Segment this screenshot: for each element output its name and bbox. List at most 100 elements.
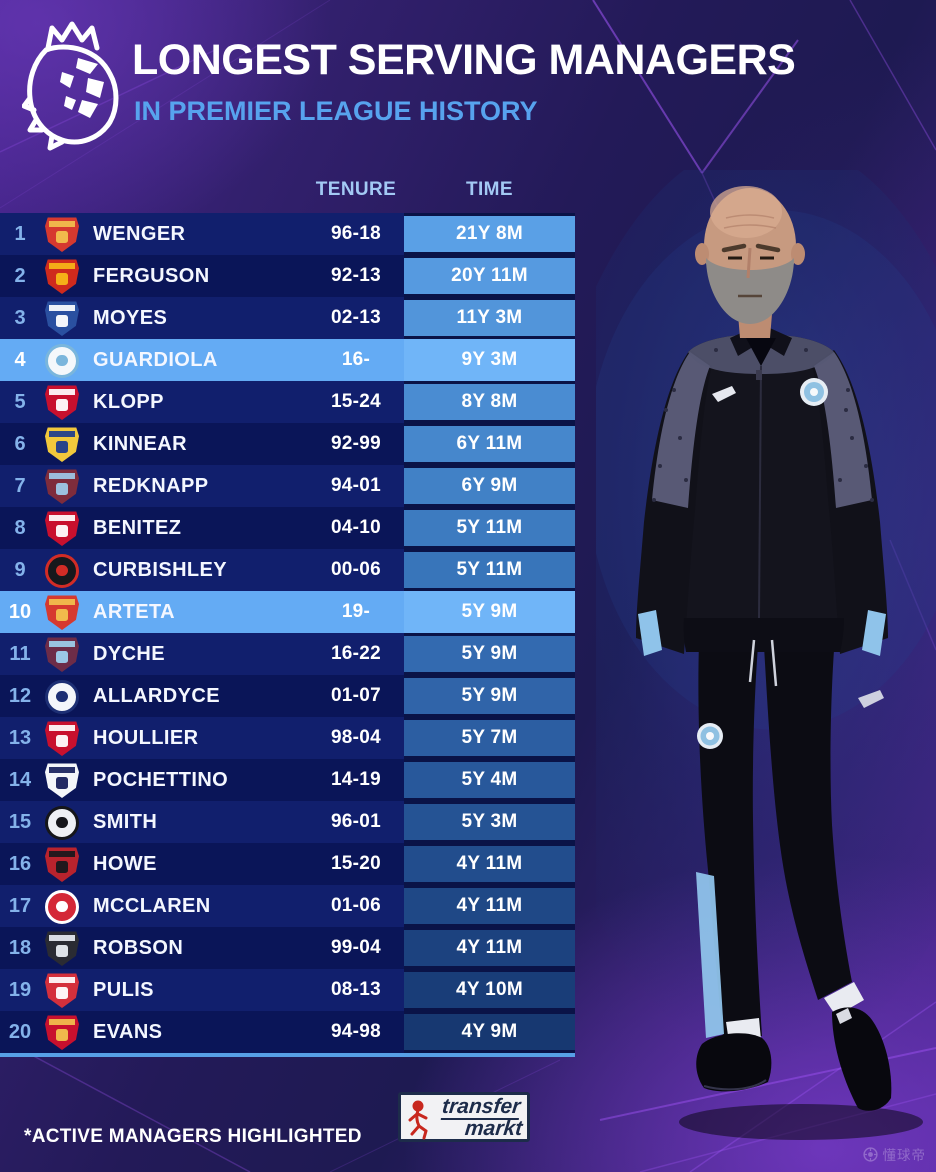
time-cell: 8Y 8M (404, 381, 575, 423)
rank-cell: 4 (14, 348, 26, 371)
badge-band (49, 598, 75, 605)
badge-emblem (56, 900, 68, 913)
badge-band (49, 766, 75, 773)
badge-band (49, 430, 75, 437)
table-row: 5 KLOPP 15-24 8Y 8M (0, 381, 575, 423)
rank-cell: 10 (8, 600, 32, 623)
club-badge-tottenham-hotspur (45, 763, 79, 798)
badge-emblem (56, 690, 68, 703)
badge-band (49, 262, 75, 269)
watermark-logo-icon (862, 1146, 878, 1162)
tenure-cell: 04-10 (330, 517, 382, 538)
tenure-cell: 94-98 (330, 1021, 382, 1042)
table-row: 6 KINNEAR 92-99 6Y 11M (0, 423, 575, 465)
manager-name: DYCHE (93, 642, 166, 665)
badge-emblem (55, 483, 69, 495)
time-cell: 21Y 8M (404, 213, 575, 255)
manager-name: MCCLAREN (93, 894, 211, 917)
column-header-time: TIME (466, 179, 513, 200)
time-value: 5Y 9M (404, 591, 575, 633)
tenure-cell: 19- (341, 601, 371, 622)
table-row: 7 REDKNAPP 94-01 6Y 9M (0, 465, 575, 507)
badge-emblem (56, 564, 68, 577)
badge-emblem (55, 861, 69, 873)
club-badge-west-ham-united (45, 469, 79, 504)
badge-emblem (55, 273, 69, 285)
time-cell: 4Y 11M (404, 927, 575, 969)
badge-band (49, 850, 75, 857)
time-cell: 5Y 9M (404, 633, 575, 675)
time-cell: 11Y 3M (404, 297, 575, 339)
tenure-cell: 99-04 (330, 937, 382, 958)
manager-name: ARTETA (93, 600, 176, 623)
manager-name: MOYES (93, 306, 168, 329)
time-cell: 5Y 7M (404, 717, 575, 759)
time-value: 4Y 11M (404, 888, 575, 924)
time-cell: 5Y 11M (404, 507, 575, 549)
time-value: 6Y 11M (404, 426, 575, 462)
club-badge-wimbledon (45, 427, 79, 462)
time-cell: 4Y 11M (404, 843, 575, 885)
manager-name: ALLARDYCE (93, 684, 220, 707)
tenure-cell: 96-01 (330, 811, 382, 832)
club-badge-arsenal (45, 595, 79, 630)
tenure-cell: 14-19 (330, 769, 382, 790)
badge-emblem (55, 735, 69, 747)
table-row: 20 EVANS 94-98 4Y 9M (0, 1011, 575, 1053)
badge-band (49, 388, 75, 395)
badge-band (49, 472, 75, 479)
rank-cell: 11 (9, 642, 31, 665)
tenure-cell: 15-24 (330, 391, 382, 412)
club-badge-arsenal (45, 217, 79, 252)
rank-cell: 12 (8, 684, 32, 707)
column-headers: TENURE TIME (0, 176, 575, 204)
rank-cell: 15 (8, 810, 32, 833)
time-cell: 6Y 9M (404, 465, 575, 507)
badge-band (49, 640, 75, 647)
table-row: 9 CURBISHLEY 00-06 5Y 11M (0, 549, 575, 591)
rank-cell: 16 (8, 852, 32, 875)
time-value: 5Y 11M (404, 510, 575, 546)
badge-emblem (56, 354, 68, 367)
badge-emblem (55, 315, 69, 327)
badge-band (49, 934, 75, 941)
table-row: 2 FERGUSON 92-13 20Y 11M (0, 255, 575, 297)
club-badge-everton (45, 301, 79, 336)
club-badge-stoke-city (45, 973, 79, 1008)
rank-cell: 2 (14, 264, 26, 287)
rank-cell: 19 (8, 978, 32, 1001)
table-row: 8 BENITEZ 04-10 5Y 11M (0, 507, 575, 549)
manager-name: ROBSON (93, 936, 184, 959)
manager-name: GUARDIOLA (93, 348, 218, 371)
manager-name: HOWE (93, 852, 157, 875)
time-cell: 5Y 9M (404, 675, 575, 717)
time-value: 5Y 9M (404, 678, 575, 714)
club-badge-afc-bournemouth (45, 847, 79, 882)
time-cell: 5Y 9M (404, 591, 575, 633)
tenure-cell: 16- (341, 349, 371, 370)
rank-cell: 8 (14, 516, 26, 539)
time-cell: 6Y 11M (404, 423, 575, 465)
badge-emblem (55, 651, 69, 663)
rank-cell: 5 (14, 390, 26, 413)
time-value: 4Y 11M (404, 930, 575, 966)
table-row: 16 HOWE 15-20 4Y 11M (0, 843, 575, 885)
badge-emblem (55, 399, 69, 411)
time-cell: 4Y 9M (404, 1011, 575, 1053)
manager-name: CURBISHLEY (93, 558, 228, 581)
club-badge-bolton-wanderers (45, 679, 79, 714)
time-value: 4Y 10M (404, 972, 575, 1008)
manager-name: FERGUSON (93, 264, 210, 287)
tenure-cell: 01-07 (330, 685, 382, 706)
tenure-cell: 16-22 (330, 643, 382, 664)
tenure-cell: 00-06 (330, 559, 382, 580)
table-row: 12 ALLARDYCE 01-07 5Y 9M (0, 675, 575, 717)
badge-emblem (55, 441, 69, 453)
club-badge-manchester-united (45, 259, 79, 294)
time-value: 5Y 7M (404, 720, 575, 756)
table-row: 11 DYCHE 16-22 5Y 9M (0, 633, 575, 675)
club-badge-charlton-athletic (45, 553, 79, 588)
rank-cell: 13 (8, 726, 32, 749)
badge-band (49, 304, 75, 311)
page-title: LONGEST SERVING MANAGERS (132, 36, 796, 84)
